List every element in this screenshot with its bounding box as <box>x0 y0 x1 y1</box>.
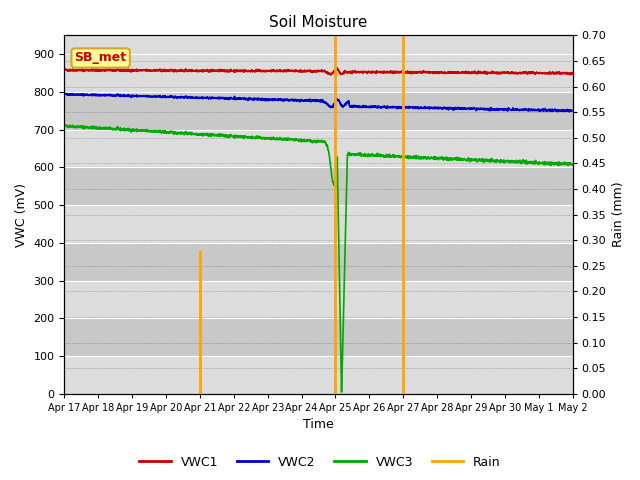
Legend: VWC1, VWC2, VWC3, Rain: VWC1, VWC2, VWC3, Rain <box>134 451 506 474</box>
Y-axis label: Rain (mm): Rain (mm) <box>612 182 625 247</box>
X-axis label: Time: Time <box>303 419 334 432</box>
Bar <box>65 318 573 356</box>
Bar <box>65 281 573 318</box>
Bar <box>65 168 573 205</box>
Text: SB_met: SB_met <box>75 51 127 64</box>
Title: Soil Moisture: Soil Moisture <box>269 15 368 30</box>
Bar <box>65 356 573 394</box>
Bar <box>65 243 573 281</box>
Bar <box>65 54 573 92</box>
Bar <box>65 205 573 243</box>
Y-axis label: VWC (mV): VWC (mV) <box>15 182 28 247</box>
Bar <box>65 92 573 130</box>
Bar <box>65 130 573 168</box>
